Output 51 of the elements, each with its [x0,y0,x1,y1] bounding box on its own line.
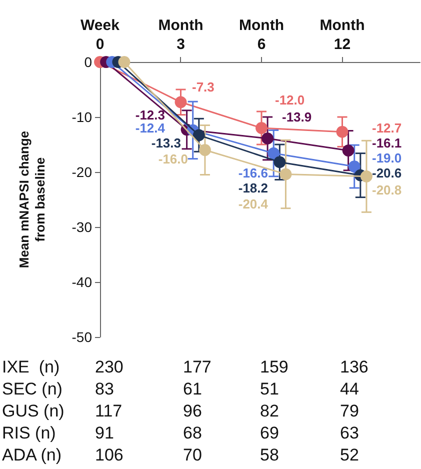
text: 91 [95,424,114,442]
data-label: -12.4 [135,120,166,136]
data-label: -20.6 [372,166,402,180]
text: 70 [183,446,202,464]
text: 83 [95,380,114,398]
text: 63 [340,424,359,442]
y-tick-label: -20 [72,164,92,180]
data-label: -18.2 [238,180,268,196]
text: RIS (n) [2,424,56,442]
text: 106 [95,446,124,464]
text: 52 [340,446,359,464]
data-label: -16.6 [238,166,268,180]
text: 69 [260,424,279,442]
data-label: -20.8 [372,182,402,198]
text: 44 [340,380,359,398]
x-tick-label: Week 0 [80,17,120,53]
text: ADA (n) [2,446,62,464]
x-tick-label: Month 3 [158,17,204,53]
text: 177 [183,358,212,376]
y-tick-label: -10 [72,109,92,125]
data-label: -12.7 [372,120,402,136]
x-tick-label: Month 12 [320,17,365,53]
text: IXE (n) [2,358,60,376]
y-axis-title: Mean mNAPSI change from baseline [16,130,48,268]
text: GUS (n) [2,402,64,420]
text: 79 [340,402,359,420]
y-tick-label: -50 [72,329,92,345]
data-label: -12.0 [275,92,305,108]
text: 68 [183,424,202,442]
text: 82 [260,402,279,420]
text: 230 [95,358,124,376]
data-label: -13.3 [151,136,181,150]
data-label: -13.9 [282,110,312,124]
text: 136 [340,358,368,376]
data-label: -19.0 [372,150,402,166]
text: 61 [183,380,202,398]
data-label: -20.4 [238,196,269,212]
text: 51 [260,380,279,398]
text: 117 [95,402,122,420]
data-label: -16.0 [158,152,188,166]
text: SEC (n) [2,380,62,398]
text: 159 [260,358,288,376]
data-label: -12.3 [135,108,165,122]
y-tick-label: -30 [72,219,92,235]
y-tick-label: -40 [72,274,92,290]
y-tick-label: 0 [84,54,92,70]
text: 96 [183,402,202,420]
data-label: -7.3 [192,80,214,94]
text: 58 [260,446,279,464]
data-label: -16.1 [372,136,402,150]
x-tick-label: Month 6 [239,17,284,53]
